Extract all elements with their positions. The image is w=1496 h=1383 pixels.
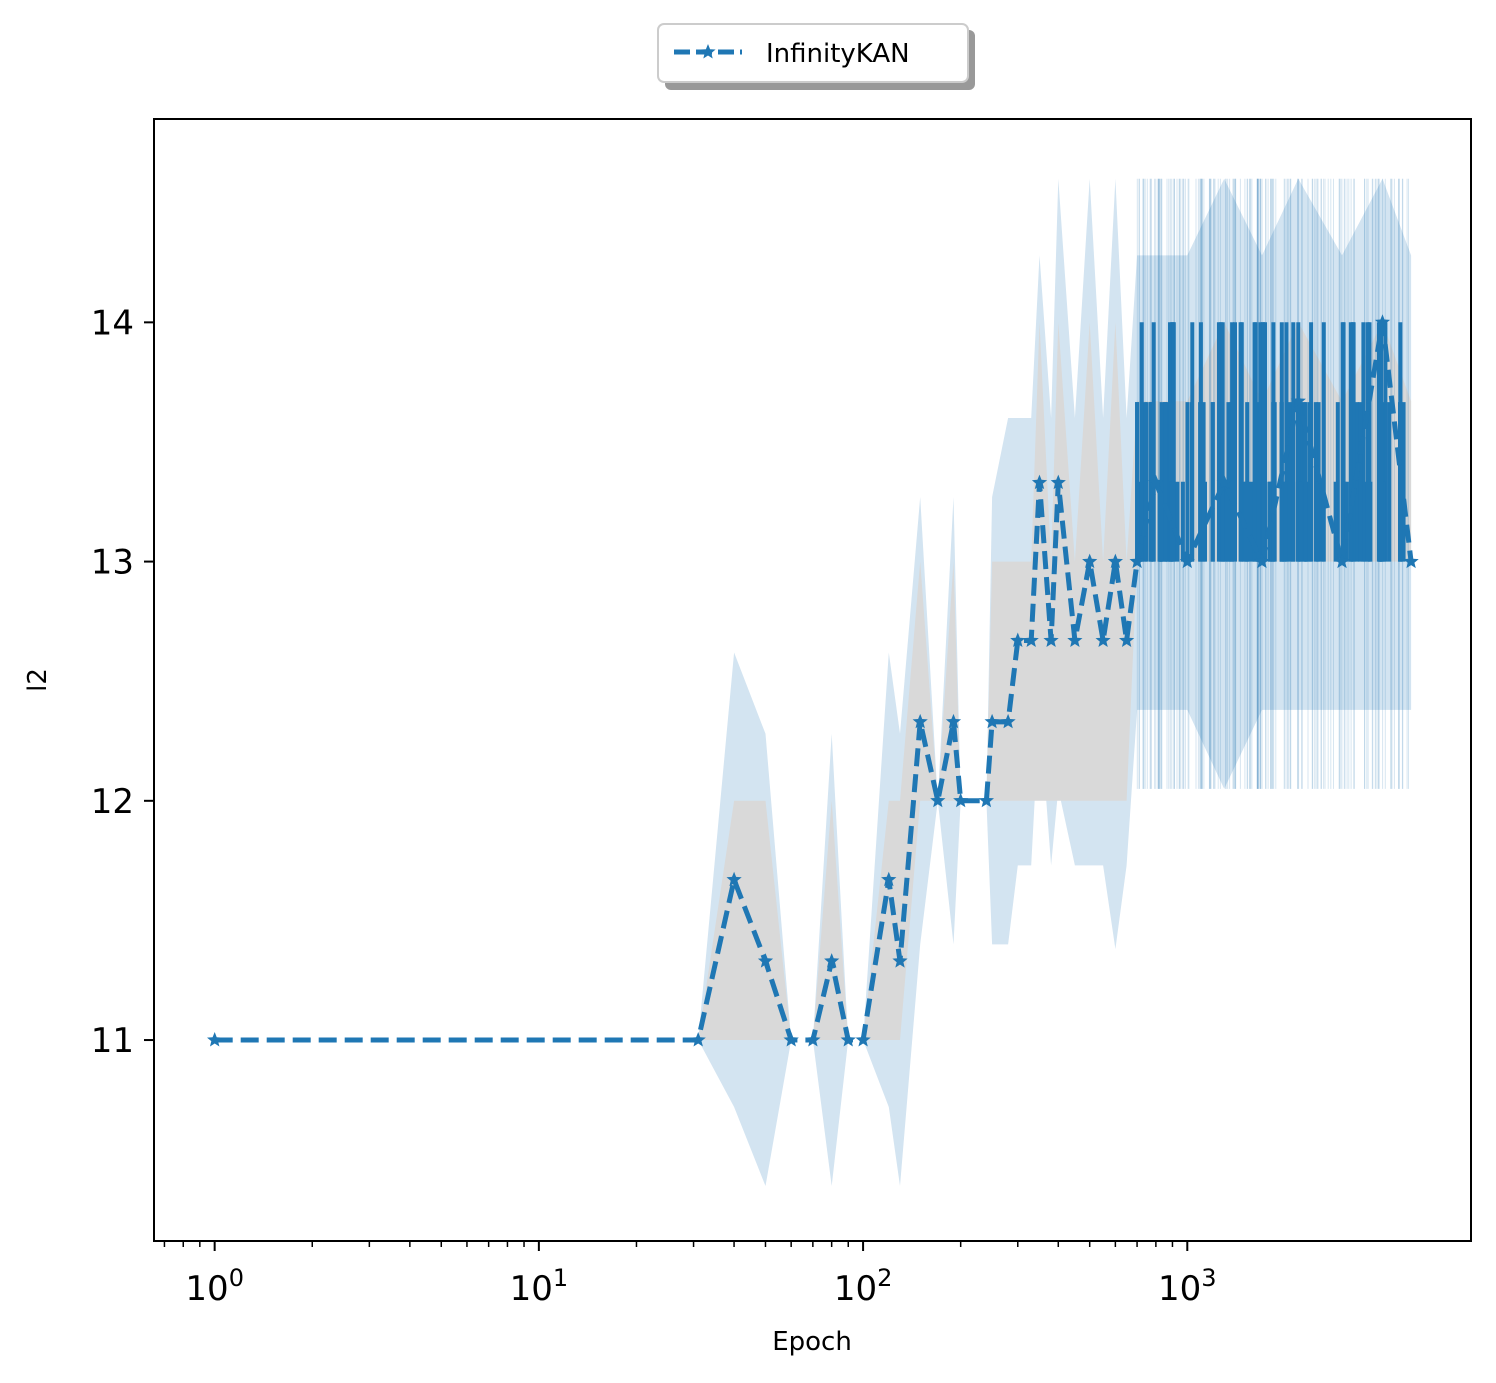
data-point <box>1010 632 1026 647</box>
data-point <box>1179 553 1195 569</box>
data-point <box>805 1032 821 1047</box>
dense-region <box>1135 178 1409 789</box>
band-inner <box>214 322 1412 1040</box>
data-point <box>1374 314 1391 329</box>
x-tick-exponent: 1 <box>553 1264 568 1292</box>
y-tick-label: 12 <box>91 782 134 822</box>
data-point <box>783 1032 799 1047</box>
data-point <box>978 792 994 808</box>
data-point <box>881 871 897 887</box>
data-point <box>1095 632 1111 647</box>
data-point <box>1254 553 1270 569</box>
y-tick-label: 13 <box>91 543 134 583</box>
data-point <box>1043 632 1059 647</box>
legend: InfinityKAN <box>657 23 975 90</box>
data-point <box>824 953 840 968</box>
data-point <box>1290 393 1306 408</box>
confidence-bands <box>214 178 1412 1187</box>
data-point <box>690 1032 706 1047</box>
data-point <box>930 792 946 808</box>
data-point <box>1000 713 1016 729</box>
y-tick-label: 11 <box>91 1021 134 1061</box>
legend-box <box>657 23 969 83</box>
y-axis: 11 12 13 14 <box>91 303 154 1061</box>
data-point <box>840 1032 856 1047</box>
data-point <box>207 1032 223 1047</box>
data-point <box>1107 553 1123 569</box>
y-tick-label: 14 <box>91 303 134 343</box>
data-point <box>892 953 908 968</box>
data-point <box>1082 553 1098 569</box>
data-point <box>1403 553 1419 569</box>
data-point <box>1050 474 1066 490</box>
series-layer <box>207 314 1419 1047</box>
legend-marker-star <box>700 44 716 59</box>
data-point <box>984 713 1000 729</box>
data-point <box>1023 632 1039 647</box>
data-point <box>726 871 742 887</box>
x-tick-exponent: 2 <box>877 1264 892 1292</box>
data-point <box>1067 632 1083 647</box>
data-point <box>1148 474 1164 490</box>
x-tick-exponent: 0 <box>229 1264 244 1292</box>
legend-entry-infinitykan: InfinityKAN <box>766 39 910 69</box>
data-point <box>953 792 969 808</box>
data-point <box>1119 632 1135 647</box>
x-tick-exponent: 3 <box>1201 1264 1216 1292</box>
data-point <box>1216 474 1232 490</box>
data-point <box>912 713 928 729</box>
y-axis-label: l2 <box>23 668 53 692</box>
data-point <box>1129 553 1145 569</box>
data-point <box>1031 474 1048 490</box>
data-point <box>945 713 962 729</box>
data-point <box>757 953 774 968</box>
data-point <box>1334 553 1350 569</box>
x-axis-label: Epoch <box>772 1327 852 1357</box>
legend-swatch-star-marker <box>700 44 716 59</box>
data-point <box>855 1032 871 1047</box>
